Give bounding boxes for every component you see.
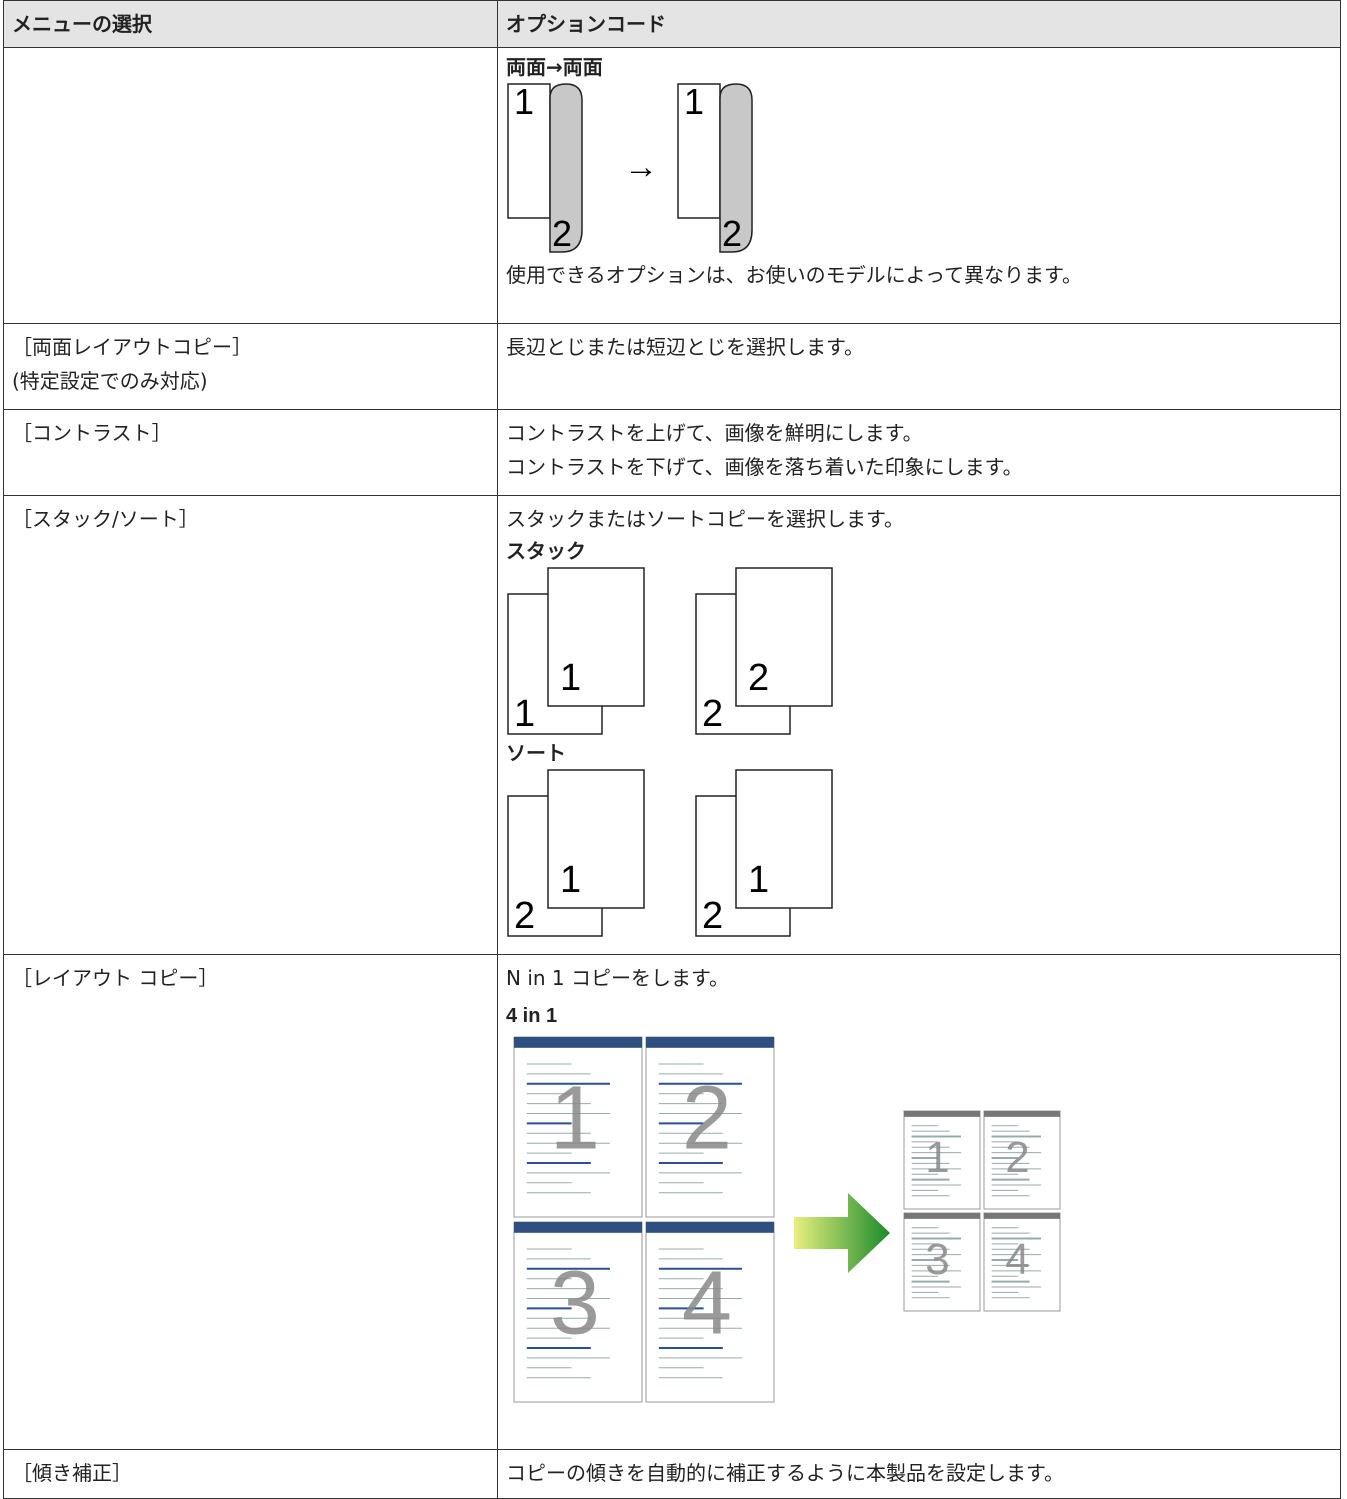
page-number: 4	[682, 1254, 732, 1354]
page-front	[677, 83, 721, 219]
menu-cell	[3, 47, 498, 324]
option-cell: コントラストを上げて、画像を鮮明にします。コントラストを下げて、画像を落ち着いた…	[497, 409, 1341, 496]
page-number: 2	[552, 213, 572, 254]
page-back	[549, 83, 583, 253]
header-row: メニューの選択 オプションコード	[3, 0, 1341, 48]
option-text: コピーの傾きを自動的に補正するように本製品を設定します。	[506, 1461, 1064, 1485]
mini-header	[514, 1037, 642, 1048]
page-number: 1	[550, 1069, 600, 1169]
front-page	[547, 769, 645, 909]
mini-page	[513, 1036, 643, 1218]
page-number: 2	[702, 895, 723, 937]
page-number: 2	[1005, 1133, 1029, 1182]
mini-header	[984, 1213, 1060, 1219]
page-front	[507, 83, 551, 219]
menu-text: ［両面レイアウトコピー］	[12, 335, 252, 359]
page-number: 3	[550, 1254, 600, 1354]
option-cell: スタックまたはソートコピーを選択します。 スタック 1 1 2 2 ソート 2 1 2 1	[497, 495, 1341, 955]
menu-cell: ［コントラスト］	[3, 409, 498, 496]
page-number: 2	[514, 895, 535, 937]
menu-cell: ［両面レイアウトコピー］ (特定設定でのみ対応)	[3, 323, 498, 410]
table-body: メニューの選択 オプションコード 両面→両面 1 2 1 2 → 使用できるオプションは、お…	[3, 0, 1341, 1499]
option-cell: 長辺とじまたは短辺とじを選択します。	[497, 323, 1341, 410]
header-cell: メニューの選択	[3, 0, 498, 48]
page-number: 2	[722, 213, 742, 254]
mini-header	[646, 1037, 774, 1048]
mini-header	[646, 1222, 774, 1233]
page-number: 2	[702, 693, 723, 735]
menu-cell: ［スタック/ソート］	[3, 495, 498, 955]
mini-page	[645, 1036, 775, 1218]
menu-text: ［スタック/ソート］	[12, 507, 199, 531]
menu-text: ［傾き補正］	[12, 1461, 132, 1485]
option-text: コントラストを上げて、画像を鮮明にします。	[506, 421, 923, 445]
menu-cell: ［レイアウト コピー］	[3, 954, 498, 1450]
table-row: ［両面レイアウトコピー］ (特定設定でのみ対応) 長辺とじまたは短辺とじを選択します…	[3, 323, 1341, 410]
table-row: ［傾き補正］ コピーの傾きを自動的に補正するように本製品を設定します。	[3, 1449, 1341, 1499]
note-text: 使用できるオプションは、お使いのモデルによって異なります。	[506, 263, 1082, 287]
page-number: 1	[514, 693, 535, 735]
option-text: コントラストを下げて、画像を落ち着いた印象にします。	[506, 455, 1023, 479]
arrow: →	[624, 148, 658, 186]
table-row: ［コントラスト］ コントラストを上げて、画像を鮮明にします。コントラストを下げて、…	[3, 409, 1341, 496]
option-cell: 両面→両面 1 2 1 2 → 使用できるオプションは、お使いのモデルによって異なります。	[497, 47, 1341, 324]
mini-page	[513, 1221, 643, 1403]
table-row: ［スタック/ソート］ スタックまたはソートコピーを選択します。 スタック 1 1 2 2 ソー…	[3, 495, 1341, 955]
page-number: 2	[682, 1069, 732, 1169]
mini-header	[984, 1111, 1060, 1117]
option-text: スタックまたはソートコピーを選択します。	[506, 507, 904, 531]
page-number: 4	[1005, 1235, 1029, 1284]
option-heading: 両面→両面	[506, 55, 603, 79]
page-number: 2	[748, 657, 769, 699]
page-number: 1	[748, 859, 769, 901]
mini-page	[903, 1212, 981, 1312]
mini-header	[904, 1213, 980, 1219]
mini-page	[645, 1221, 775, 1403]
menu-text: ［レイアウト コピー］	[12, 966, 219, 990]
option-table: メニューの選択 オプションコード 両面→両面 1 2 1 2 → 使用できるオプションは、お…	[3, 0, 1341, 1499]
table-row: 両面→両面 1 2 1 2 → 使用できるオプションは、お使いのモデルによって異なります。	[3, 47, 1341, 324]
menu-text: ［コントラスト］	[12, 421, 172, 445]
option-text: N in 1 コピーをします。	[506, 966, 729, 990]
menu-cell: ［傾き補正］	[3, 1449, 498, 1499]
page-number: 1	[560, 859, 581, 901]
page-number: 1	[560, 657, 581, 699]
page-number: 1	[925, 1133, 949, 1182]
section-heading: ソート	[506, 741, 566, 765]
front-page	[735, 567, 833, 707]
page-back	[719, 83, 753, 253]
front-page	[547, 567, 645, 707]
section-heading: スタック	[506, 539, 586, 563]
menu-text: (特定設定でのみ対応)	[12, 369, 208, 393]
header-cell: オプションコード	[497, 0, 1341, 48]
page-number: 1	[514, 81, 534, 122]
figure: 1 12 23 34 4	[513, 1036, 1061, 1403]
option-cell: コピーの傾きを自動的に補正するように本製品を設定します。	[497, 1449, 1341, 1499]
mini-page	[983, 1212, 1061, 1312]
mini-page	[903, 1110, 981, 1210]
figure: 1 2 1 2 →	[507, 81, 753, 254]
mini-page	[983, 1110, 1061, 1210]
page-number: 3	[925, 1235, 949, 1284]
page-number: 1	[684, 81, 704, 122]
mini-header	[514, 1222, 642, 1233]
figure: 11 22	[507, 567, 833, 735]
option-heading: 4 in 1	[506, 1005, 558, 1027]
arrow-shape	[794, 1193, 890, 1273]
front-page	[735, 769, 833, 909]
option-text: 長辺とじまたは短辺とじを選択します。	[506, 335, 864, 359]
mini-header	[904, 1111, 980, 1117]
